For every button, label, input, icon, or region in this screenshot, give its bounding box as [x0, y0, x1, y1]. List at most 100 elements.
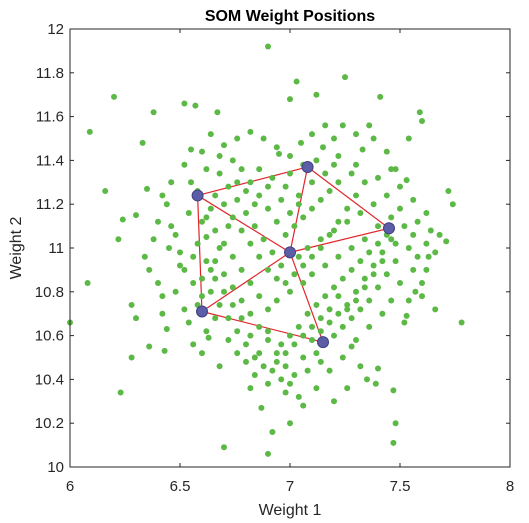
input-point — [150, 109, 157, 116]
input-point — [423, 209, 430, 216]
input-point — [397, 183, 403, 190]
input-point — [361, 275, 368, 282]
y-tick-label: 11 — [48, 240, 64, 257]
input-point — [203, 214, 210, 221]
input-point — [335, 293, 342, 300]
input-point — [348, 266, 355, 273]
input-point — [309, 336, 315, 343]
input-point — [190, 280, 197, 287]
input-point — [161, 347, 168, 354]
input-point — [225, 223, 232, 230]
input-point — [256, 192, 263, 199]
som-neuron — [196, 305, 208, 318]
input-point — [392, 166, 399, 173]
input-point — [383, 148, 390, 155]
input-point — [313, 301, 320, 308]
input-point — [225, 183, 232, 190]
input-point — [256, 350, 263, 357]
input-point — [273, 297, 280, 304]
input-point — [298, 139, 304, 146]
input-point — [177, 249, 183, 256]
input-point — [295, 201, 302, 208]
input-point — [256, 293, 263, 300]
som-neuron — [317, 336, 329, 349]
input-point — [221, 444, 227, 451]
som-link — [289, 166, 309, 253]
input-point — [282, 231, 289, 238]
input-point — [339, 122, 346, 129]
input-point — [397, 205, 403, 212]
input-point — [251, 223, 258, 230]
input-point — [203, 258, 210, 265]
input-point — [269, 174, 276, 181]
input-point — [388, 236, 395, 243]
input-point — [331, 227, 337, 234]
input-point — [238, 266, 245, 273]
input-point — [375, 240, 381, 247]
input-point — [295, 192, 302, 199]
input-point — [194, 240, 201, 247]
input-point — [366, 122, 373, 129]
input-point — [348, 170, 355, 177]
input-point — [335, 179, 342, 186]
input-point — [181, 266, 188, 273]
input-point — [269, 428, 276, 435]
input-point — [199, 275, 205, 282]
input-point — [392, 240, 399, 247]
input-point — [238, 297, 245, 304]
input-point — [291, 271, 298, 278]
input-point — [401, 319, 408, 326]
input-point — [265, 183, 271, 190]
input-point — [317, 328, 324, 335]
input-point — [287, 420, 293, 427]
input-point — [260, 135, 267, 142]
som-link — [197, 194, 291, 253]
input-point — [265, 205, 271, 212]
input-point — [445, 188, 452, 195]
input-point — [309, 253, 315, 260]
input-point — [443, 238, 450, 245]
input-point — [190, 341, 197, 348]
input-point — [322, 122, 329, 129]
y-axis-label: Weight 2 — [8, 216, 25, 279]
input-point — [372, 380, 379, 387]
input-point — [265, 328, 271, 335]
input-point — [412, 288, 419, 295]
y-tick-label: 11.8 — [36, 65, 64, 82]
input-point — [313, 157, 320, 164]
input-point — [317, 236, 324, 243]
input-point — [436, 231, 443, 238]
input-point — [335, 253, 342, 260]
input-point — [221, 288, 227, 295]
input-point — [181, 161, 188, 168]
x-tick-label: 6.5 — [170, 478, 191, 495]
input-point — [414, 218, 421, 225]
input-point — [357, 209, 364, 216]
input-point — [212, 315, 219, 322]
input-point — [304, 367, 311, 374]
input-point — [320, 144, 326, 151]
input-point — [133, 212, 139, 219]
input-point — [419, 293, 425, 300]
input-point — [370, 201, 377, 208]
input-point — [370, 135, 377, 142]
input-point — [423, 240, 430, 247]
input-point — [247, 385, 254, 392]
input-point — [234, 328, 241, 335]
chart-title: SOM Weight Positions — [205, 8, 375, 25]
input-point — [419, 117, 425, 124]
input-point — [375, 223, 381, 230]
input-point — [410, 196, 417, 203]
input-point — [221, 142, 227, 149]
input-point — [388, 214, 395, 221]
input-point — [317, 358, 324, 365]
input-point — [405, 135, 412, 142]
input-point — [216, 153, 223, 160]
input-point — [410, 231, 417, 238]
input-point — [375, 284, 381, 291]
input-point — [366, 323, 373, 330]
y-tick-label: 11.2 — [36, 196, 64, 213]
input-point — [432, 249, 439, 256]
input-point — [265, 266, 271, 273]
input-point — [260, 363, 267, 370]
